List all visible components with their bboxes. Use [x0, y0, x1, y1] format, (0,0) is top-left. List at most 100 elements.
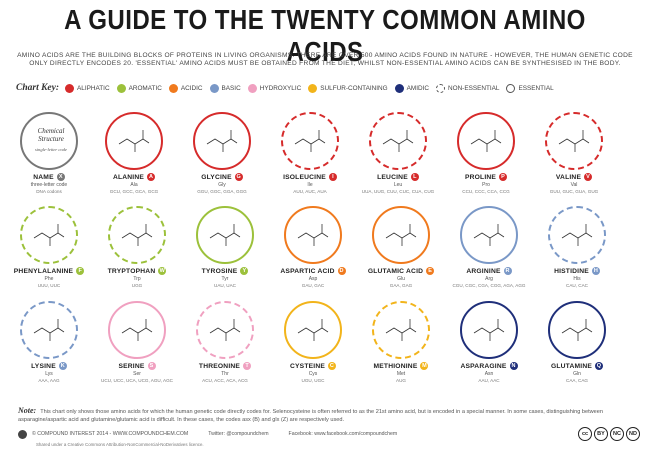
amino-acid-name: ISOLEUCINE I [271, 173, 349, 181]
amino-acid-name: PHENYLALANINE F [10, 267, 88, 275]
amino-acid-tyrosine: TYROSINE Y Tyr UAU, UAC [186, 206, 264, 288]
intro-text: AMINO ACIDS ARE THE BUILDING BLOCKS OF P… [16, 52, 634, 68]
chemical-structure-icon [297, 319, 329, 341]
legend-item-amidic: AMIDIC [394, 83, 429, 93]
cc-by-icon: BY [594, 427, 608, 441]
amino-acid-aspartic-acid: ASPARTIC ACID D Asp GAU, GAC [274, 206, 352, 288]
structure-circle [548, 206, 606, 264]
footer-facebook[interactable]: Facebook: www.facebook.com/compoundchem [288, 431, 398, 437]
three-letter-code: Ser [133, 371, 141, 377]
chemical-structure-icon [294, 130, 326, 152]
chemical-structure-icon [118, 130, 150, 152]
single-letter-badge: L [410, 173, 419, 181]
amino-acid-name: GLUTAMIC ACID E [362, 267, 440, 275]
key-name: NAME X [10, 173, 88, 181]
three-letter-code: Glu [397, 276, 405, 282]
structure-circle [193, 112, 251, 170]
dna-codons: GAA, GAG [389, 283, 413, 288]
legend-item-basic: BASIC [209, 83, 241, 93]
three-letter-code: Asn [484, 371, 494, 377]
dna-codons: GCU, GCC, GCA, GCG [109, 189, 159, 194]
three-letter-code: Pro [482, 182, 490, 188]
amino-acid-serine: SERINE S Ser UCU, UCC, UCA, UCG, AGU, AGC [98, 301, 176, 383]
key-example: Chemical Structure single-letter code NAM… [10, 112, 88, 194]
amino-acid-arginine: ARGININE R Arg CGU, CGC, CGA, CGG, AGA, AGG [450, 206, 528, 288]
chemical-structure-icon [470, 130, 502, 152]
color-dot-icon [168, 83, 178, 93]
legend-item-hydroxylic: HYDROXYLIC [247, 83, 301, 93]
structure-circle [372, 206, 430, 264]
dna-codons: ACU, ACC, ACA, ACG [202, 378, 248, 383]
footer-twitter[interactable]: Twitter: @compoundchem [208, 431, 269, 437]
dna-codons: UAU, UAC [214, 283, 236, 288]
single-letter-badge: R [503, 267, 512, 275]
structure-circle [196, 206, 254, 264]
amino-acid-name: SERINE S [98, 362, 176, 370]
single-letter-badge: K [58, 362, 67, 370]
single-letter-badge: H [591, 267, 600, 275]
key-small-label: single-letter code [34, 147, 68, 152]
structure-circle [105, 112, 163, 170]
chemical-structure-icon [561, 319, 593, 341]
structure-circle [20, 206, 78, 264]
chemical-structure-icon [473, 224, 505, 246]
dna-codons: UCU, UCC, UCA, UCG, AGU, AGC [101, 378, 173, 383]
single-letter-badge: F [76, 267, 85, 275]
amino-acid-name: ASPARAGINE N [460, 362, 518, 370]
amino-acid-glutamic-acid: GLUTAMIC ACID E Glu GAA, GAG [362, 206, 440, 288]
three-letter-code: Asp [308, 276, 318, 282]
amino-acid-leucine: LEUCINE L Leu UUA, UUG, CUU, CUC, CUA, CUG [359, 112, 437, 194]
amino-acid-name: VALINE V [535, 173, 613, 181]
single-letter-badge: N [509, 362, 518, 370]
intro-line-1: AMINO ACIDS ARE THE BUILDING BLOCKS OF P… [17, 52, 633, 59]
structure-circle [460, 301, 518, 359]
chart-key-title: Chart Key: [16, 83, 60, 93]
legend-item-sulfur-containing: SULFUR-CONTAINING [308, 83, 388, 93]
single-letter-badge: A [147, 173, 156, 181]
chemical-structure-icon [209, 224, 241, 246]
note-text: This chart only shows those amino acids … [18, 409, 604, 423]
single-letter-badge: C [328, 362, 337, 370]
chemical-structure-icon [558, 130, 590, 152]
cc-cc-icon: cc [578, 427, 592, 441]
structure-circle [369, 112, 427, 170]
legend-item-aliphatic: ALIPHATIC [65, 83, 110, 93]
dna-codons: AAU, AAC [478, 378, 500, 383]
amino-acid-name: GLYCINE G [201, 173, 243, 181]
structure-circle [284, 206, 342, 264]
single-letter-badge: S [147, 362, 156, 370]
three-letter-code: Cys [308, 371, 318, 377]
dna-codons: AAA, AAG [38, 378, 60, 383]
amino-acid-name: ARGININE R [466, 267, 512, 275]
three-letter-code: Trp [133, 276, 141, 282]
dna-codons: GAU, GAC [301, 283, 325, 288]
chemical-structure-icon [121, 224, 153, 246]
color-dot-icon [209, 83, 219, 93]
footer: © COMPOUND INTEREST 2014 - WWW.COMPOUNDC… [32, 431, 592, 438]
key-codons: DNA codons [36, 189, 62, 194]
chemical-structure-icon [209, 319, 241, 341]
chemical-structure-icon [206, 130, 238, 152]
chemical-structure-icon [33, 319, 65, 341]
color-dot-icon [247, 83, 257, 93]
color-dot-icon [65, 83, 75, 93]
amino-acid-name: CYSTEINE C [289, 362, 337, 370]
dashed-circle-icon [435, 83, 445, 93]
dna-codons: UUU, UUC [37, 283, 61, 288]
legend-item-aromatic: AROMATIC [116, 83, 162, 93]
structure-circle [548, 301, 606, 359]
three-letter-code: Phe [44, 276, 54, 282]
structure-circle [284, 301, 342, 359]
amino-acid-name: TRYPTOPHAN W [107, 267, 167, 275]
dna-codons: CAA, CAG [566, 378, 588, 383]
three-letter-code: Tyr [221, 276, 229, 282]
amino-acid-name: LEUCINE L [359, 173, 437, 181]
page-title: A GUIDE TO THE TWENTY COMMON AMINO ACIDS [64, 4, 586, 67]
chemical-structure-icon [385, 319, 417, 341]
amino-acid-name: HISTIDINE H [554, 267, 600, 275]
three-letter-code: Gly [218, 182, 226, 188]
amino-acid-valine: VALINE V Val GUU, GUC, GUA, GUG [535, 112, 613, 194]
chemical-structure-icon [473, 319, 505, 341]
cc-nc-icon: NC [610, 427, 624, 441]
dna-codons: CGU, CGC, CGA, CGG, AGA, AGG [452, 283, 526, 288]
